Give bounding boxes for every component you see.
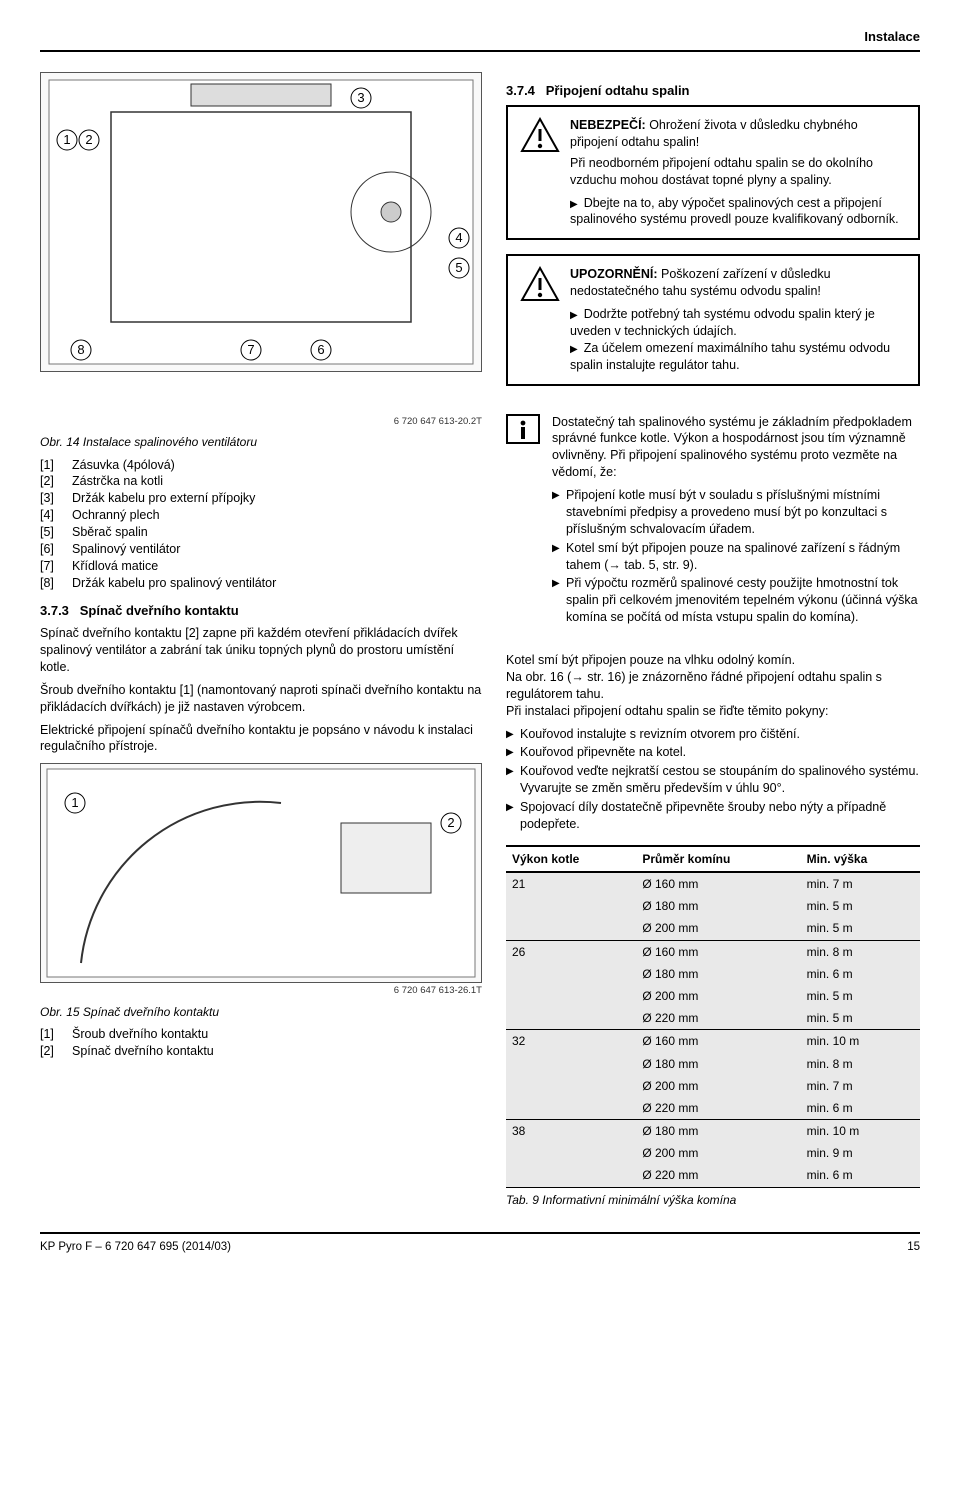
fig15-legend: [1]Šroub dveřního kontaktu[2]Spínač dveř… <box>40 1026 482 1060</box>
legend-item: [2]Spínač dveřního kontaktu <box>40 1043 482 1060</box>
table-row: Ø 220 mmmin. 5 m <box>506 1007 920 1030</box>
fig14-caption: Obr. 14 Instalace spalinového ventilátor… <box>40 434 482 450</box>
legend-item: [2]Zástrčka na kotli <box>40 473 482 490</box>
svg-text:3: 3 <box>357 90 364 105</box>
chimney-b1: Kouřovod instalujte s revizním otvorem p… <box>506 726 920 743</box>
table-row: Ø 180 mmmin. 5 m <box>506 895 920 917</box>
table9-col0: Výkon kotle <box>506 846 636 872</box>
table-row: Ø 180 mmmin. 8 m <box>506 1053 920 1075</box>
svg-text:4: 4 <box>455 230 462 245</box>
info-b1: Připojení kotle musí být v souladu s pří… <box>552 487 920 538</box>
fig14-ref: 6 720 647 613-20.2T <box>40 416 482 429</box>
chimney-p3: Při instalaci připojení odtahu spalin se… <box>506 703 920 720</box>
sec374-num: 3.7.4 <box>506 83 535 98</box>
svg-text:7: 7 <box>247 342 254 357</box>
table-row: Ø 180 mmmin. 6 m <box>506 963 920 985</box>
legend-item: [1]Šroub dveřního kontaktu <box>40 1026 482 1043</box>
legend-item: [1]Zásuvka (4pólová) <box>40 457 482 474</box>
chimney-b2: Kouřovod připevněte na kotel. <box>506 744 920 761</box>
figure-15-image: 1 2 <box>40 763 482 983</box>
svg-text:1: 1 <box>63 132 70 147</box>
info-b2: Kotel smí být připojen pouze na spalinov… <box>552 540 920 574</box>
figure-14-image: 1 2 3 4 5 6 7 8 <box>40 72 482 372</box>
sec373-p2: Šroub dveřního kontaktu [1] (namontovaný… <box>40 682 482 716</box>
footer-page: 15 <box>907 1240 920 1256</box>
danger-callout: NEBEZPEČÍ: Ohrožení života v důsledku ch… <box>506 105 920 240</box>
notice-callout: UPOZORNĚNÍ: Poškození zařízení v důsledk… <box>506 254 920 385</box>
sec373-title: Spínač dveřního kontaktu <box>80 603 239 618</box>
footer-doc: KP Pyro F – 6 720 647 695 (2014/03) <box>40 1240 231 1256</box>
table-row: Ø 200 mmmin. 5 m <box>506 985 920 1007</box>
legend-item: [6]Spalinový ventilátor <box>40 541 482 558</box>
sec373-num: 3.7.3 <box>40 603 69 618</box>
table9-col2: Min. výška <box>801 846 920 872</box>
legend-item: [4]Ochranný plech <box>40 507 482 524</box>
table-row: 21Ø 160 mmmin. 7 m <box>506 872 920 895</box>
notice-bullet-1: Dodržte potřebný tah systému odvodu spal… <box>570 306 906 340</box>
chimney-p1: Kotel smí být připojen pouze na vlhku od… <box>506 652 920 669</box>
info-callout: Dostatečný tah spalinového systému je zá… <box>506 414 920 639</box>
sec373-p1: Spínač dveřního kontaktu [2] zapne při k… <box>40 625 482 676</box>
legend-item: [7]Křídlová matice <box>40 558 482 575</box>
notice-bullet-2: Za účelem omezení maximálního tahu systé… <box>570 340 906 374</box>
info-b3: Při výpočtu rozměrů spalinové cesty použ… <box>552 575 920 626</box>
table-row: 26Ø 160 mmmin. 8 m <box>506 940 920 963</box>
svg-text:2: 2 <box>447 815 454 830</box>
legend-item: [3]Držák kabelu pro externí přípojky <box>40 490 482 507</box>
page-header: Instalace <box>40 28 920 46</box>
table-row: 38Ø 180 mmmin. 10 m <box>506 1120 920 1143</box>
page-footer: KP Pyro F – 6 720 647 695 (2014/03) 15 <box>40 1232 920 1256</box>
table9-caption: Tab. 9 Informativní minimální výška komí… <box>506 1192 920 1208</box>
sec373-p3: Elektrické připojení spínačů dveřního ko… <box>40 722 482 756</box>
table-row: Ø 200 mmmin. 7 m <box>506 1075 920 1097</box>
section-374-heading: 3.7.4 Připojení odtahu spalin <box>506 82 920 100</box>
svg-text:5: 5 <box>455 260 462 275</box>
table9-col1: Průměr komínu <box>636 846 800 872</box>
section-373-heading: 3.7.3 Spínač dveřního kontaktu <box>40 602 482 620</box>
danger-label: NEBEZPEČÍ: <box>570 118 646 132</box>
info-icon <box>506 414 540 444</box>
chimney-p2: Na obr. 16 (→ str. 16) je znázorněno řád… <box>506 669 920 703</box>
notice-label: UPOZORNĚNÍ: <box>570 267 658 281</box>
fig15-ref: 6 720 647 613-26.1T <box>40 985 482 998</box>
table-row: Ø 220 mmmin. 6 m <box>506 1164 920 1187</box>
svg-text:8: 8 <box>77 342 84 357</box>
svg-text:6: 6 <box>317 342 324 357</box>
table-row: 32Ø 160 mmmin. 10 m <box>506 1030 920 1053</box>
sec374-title: Připojení odtahu spalin <box>546 83 690 98</box>
table-9: Výkon kotle Průměr komínu Min. výška 21Ø… <box>506 845 920 1188</box>
fig14-legend: [1]Zásuvka (4pólová)[2]Zástrčka na kotli… <box>40 457 482 592</box>
warning-icon <box>520 266 560 302</box>
header-rule <box>40 50 920 52</box>
chimney-b3: Kouřovod veďte nejkratší cestou se stoup… <box>506 763 920 797</box>
table-row: Ø 200 mmmin. 9 m <box>506 1142 920 1164</box>
chimney-b4: Spojovací díly dostatečně připevněte šro… <box>506 799 920 833</box>
table-row: Ø 200 mmmin. 5 m <box>506 917 920 940</box>
danger-para: Při neodborném připojení odtahu spalin s… <box>570 155 906 189</box>
fig15-caption: Obr. 15 Spínač dveřního kontaktu <box>40 1004 482 1020</box>
table-row: Ø 220 mmmin. 6 m <box>506 1097 920 1120</box>
warning-icon <box>520 117 560 153</box>
svg-text:1: 1 <box>71 795 78 810</box>
info-para: Dostatečný tah spalinového systému je zá… <box>552 414 920 482</box>
legend-item: [8]Držák kabelu pro spalinový ventilátor <box>40 575 482 592</box>
svg-text:2: 2 <box>85 132 92 147</box>
legend-item: [5]Sběrač spalin <box>40 524 482 541</box>
danger-bullet-1: Dbejte na to, aby výpočet spalinových ce… <box>570 195 906 229</box>
